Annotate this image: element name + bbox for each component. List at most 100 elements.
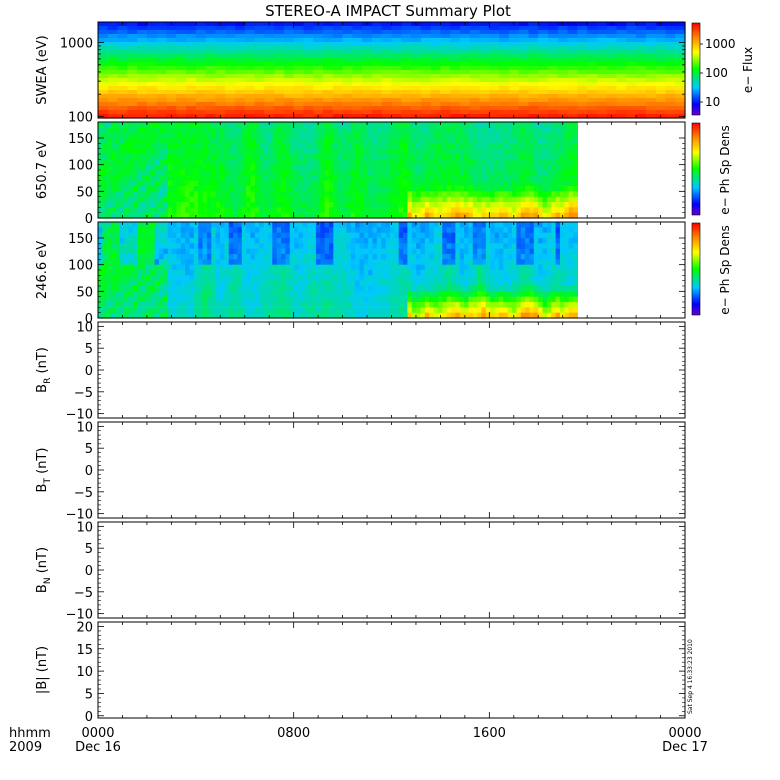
heatmap-cell [499, 106, 510, 111]
heatmap-cell [665, 106, 676, 111]
heatmap-cell [424, 286, 430, 292]
heatmap-cell [117, 82, 128, 87]
heatmap-cell [205, 42, 216, 47]
heatmap-cell [195, 42, 207, 47]
heatmap-cell [206, 270, 212, 276]
heatmap-cell [132, 122, 138, 128]
heatmap-cell [215, 58, 226, 63]
heatmap-cell [215, 286, 221, 292]
heatmap-cell [450, 98, 461, 103]
heatmap-cell [337, 302, 343, 308]
heatmap-cell [512, 159, 517, 166]
heatmap-cell [391, 106, 402, 111]
heatmap-cell [411, 227, 417, 234]
heatmap-cell [156, 114, 168, 119]
heatmap-cell [180, 175, 186, 182]
heatmap-cell [485, 148, 491, 155]
heatmap-cell [323, 70, 334, 75]
heatmap-cell [298, 132, 304, 139]
heatmap-cell [551, 159, 557, 166]
heatmap-cell [185, 159, 191, 166]
heatmap-cell [176, 114, 187, 119]
heatmap-cell [324, 307, 330, 314]
heatmap-cell [154, 312, 160, 319]
heatmap-cell [533, 207, 539, 214]
heatmap-cell [332, 74, 344, 79]
heatmap-cell [107, 54, 119, 59]
heatmap-cell [450, 30, 461, 35]
heatmap-cell [141, 243, 147, 250]
heatmap-cell [159, 212, 164, 219]
heatmap-cell [111, 275, 117, 282]
heatmap-cell [538, 138, 544, 144]
heatmap-cell [332, 30, 344, 35]
heatmap-cell [233, 207, 239, 214]
heatmap-cell [246, 312, 252, 319]
heatmap-cell [371, 106, 383, 111]
heatmap-cell [215, 54, 226, 59]
heatmap-cell [250, 127, 256, 134]
heatmap-cell [244, 62, 256, 67]
heatmap-cell [407, 138, 413, 144]
heatmap-cell [167, 196, 173, 203]
heatmap-cell [411, 78, 422, 83]
heatmap-cell [289, 191, 295, 198]
heatmap-cell [616, 34, 627, 39]
heatmap-cell [342, 170, 348, 176]
heatmap-cell [281, 148, 286, 155]
heatmap-cell [224, 232, 230, 239]
heatmap-cell [106, 286, 112, 292]
heatmap-cell [281, 275, 286, 282]
heatmap-cell [180, 186, 186, 192]
heatmap-cell [616, 50, 627, 55]
heatmap-cell [437, 132, 443, 139]
heatmap-cell [324, 212, 330, 219]
heatmap-cell [225, 106, 236, 111]
heatmap-cell [320, 143, 326, 150]
heatmap-cell [548, 50, 559, 55]
heatmap-cell [141, 291, 147, 298]
heatmap-cell [490, 175, 496, 182]
heatmap-cell [156, 90, 168, 95]
heatmap-cell [332, 54, 344, 59]
heatmap-cell [568, 164, 574, 171]
heatmap-cell [111, 254, 117, 260]
heatmap-cell [246, 175, 252, 182]
heatmap-cell [198, 186, 204, 192]
heatmap-cell [163, 243, 169, 250]
heatmap-cell [391, 30, 402, 35]
heatmap-cell [528, 106, 539, 111]
heatmap-cell [606, 42, 618, 47]
heatmap-cell [371, 70, 383, 75]
heatmap-cell [254, 70, 265, 75]
heatmap-cell [150, 175, 156, 182]
heatmap-cell [518, 42, 530, 47]
heatmap-cell [450, 106, 461, 111]
heatmap-cell [233, 296, 239, 303]
heatmap-cell [346, 248, 352, 255]
heatmap-cell [311, 207, 317, 214]
heatmap-cell [145, 238, 151, 244]
heatmap-cell [176, 143, 182, 150]
heatmap-cell [355, 202, 361, 208]
heatmap-cell [342, 296, 348, 303]
heatmap-cell [228, 186, 234, 192]
heatmap-cell [307, 254, 313, 260]
heatmap-cell [328, 243, 334, 250]
colorbar-tick-label: 100 [705, 66, 728, 80]
heatmap-cell [398, 296, 404, 303]
heatmap-cell [246, 154, 252, 160]
heatmap-cell [342, 286, 348, 292]
heatmap-cell [381, 238, 387, 244]
heatmap-cell [145, 122, 151, 128]
heatmap-cell [264, 50, 275, 55]
heatmap-cell [459, 164, 465, 171]
heatmap-cell [206, 132, 212, 139]
heatmap-cell [507, 207, 513, 214]
heatmap-cell [115, 170, 121, 176]
heatmap-cell [372, 280, 378, 287]
heatmap-cell [111, 164, 117, 171]
heatmap-cell [485, 159, 491, 166]
heatmap-cell [206, 180, 212, 187]
heatmap-cell [264, 42, 275, 47]
